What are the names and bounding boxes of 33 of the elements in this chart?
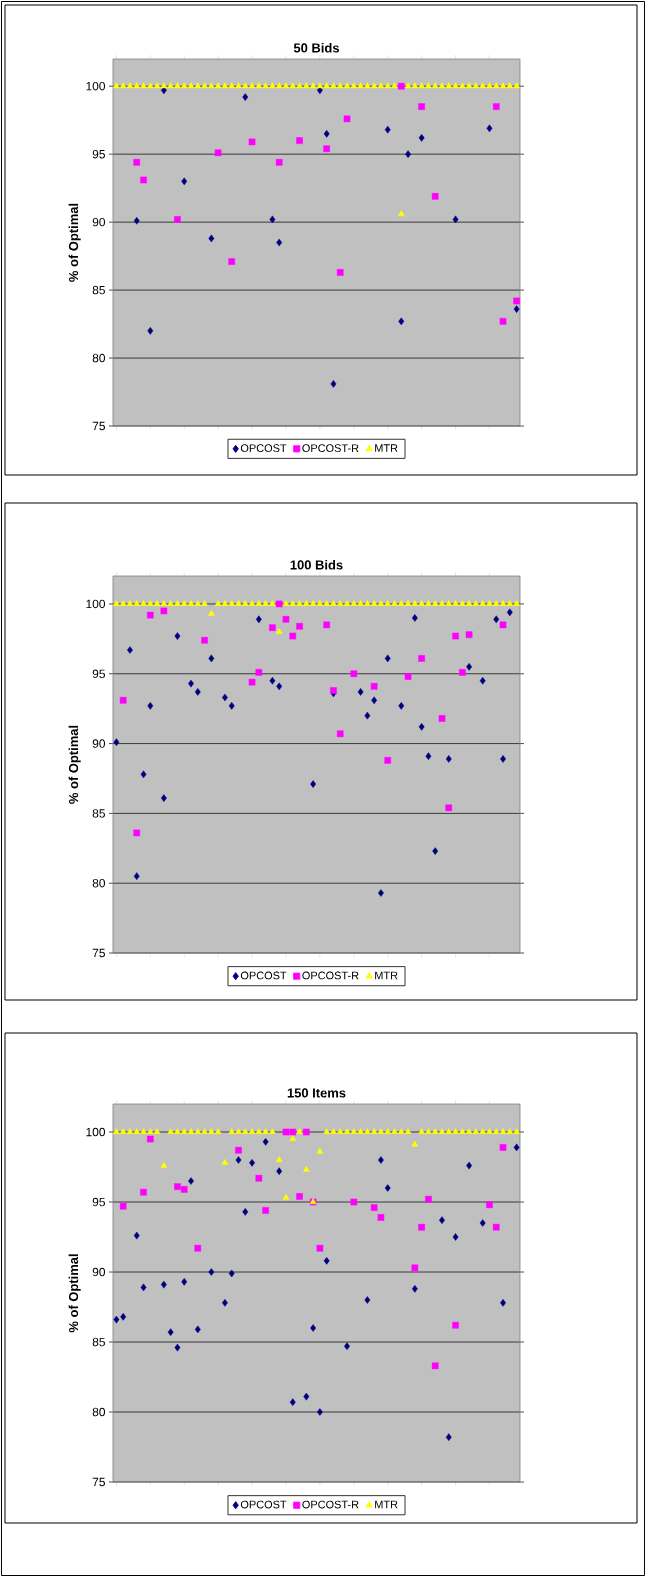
y-tick-label: 100	[86, 81, 106, 91]
y-tick-label: 100	[86, 599, 106, 609]
legend-label: OPCOST	[240, 971, 287, 980]
legend-label: MTR	[375, 444, 398, 452]
y-axis-title: % of Optimal	[68, 203, 81, 282]
y-tick-label: 85	[92, 285, 105, 295]
y-tick-label: 90	[92, 739, 106, 748]
chart-title: 150 Items	[287, 1088, 346, 1098]
legend-label: OPCOST	[240, 444, 287, 453]
chart-title: 100 Bids	[290, 560, 343, 570]
y-tick-label: 75	[92, 1477, 105, 1487]
legend-label: OPCOST-R	[302, 444, 359, 453]
legend-label: MTR	[375, 1500, 398, 1509]
y-tick-label: 85	[92, 809, 105, 818]
y-tick-label: 90	[92, 217, 106, 227]
y-axis-title: % of Optimal	[68, 725, 81, 804]
y-tick-label: 95	[92, 1197, 105, 1207]
legend-label: OPCOST-R	[302, 1500, 359, 1509]
y-tick-label: 75	[92, 421, 105, 431]
legend-label: MTR	[375, 971, 398, 980]
y-tick-label: 90	[92, 1267, 106, 1277]
y-axis-title: % of Optimal	[68, 1254, 81, 1333]
legend-label: OPCOST-R	[302, 971, 359, 980]
legend-label: OPCOST	[240, 1500, 287, 1509]
y-tick-label: 80	[92, 878, 106, 888]
chart-title: 50 Bids	[293, 43, 339, 53]
y-tick-label: 75	[92, 948, 105, 958]
y-tick-label: 100	[86, 1127, 106, 1137]
y-tick-label: 80	[92, 1407, 106, 1417]
y-tick-label: 85	[92, 1337, 105, 1347]
y-tick-label: 80	[92, 353, 106, 363]
y-tick-label: 95	[92, 669, 105, 678]
y-tick-label: 95	[92, 149, 105, 159]
